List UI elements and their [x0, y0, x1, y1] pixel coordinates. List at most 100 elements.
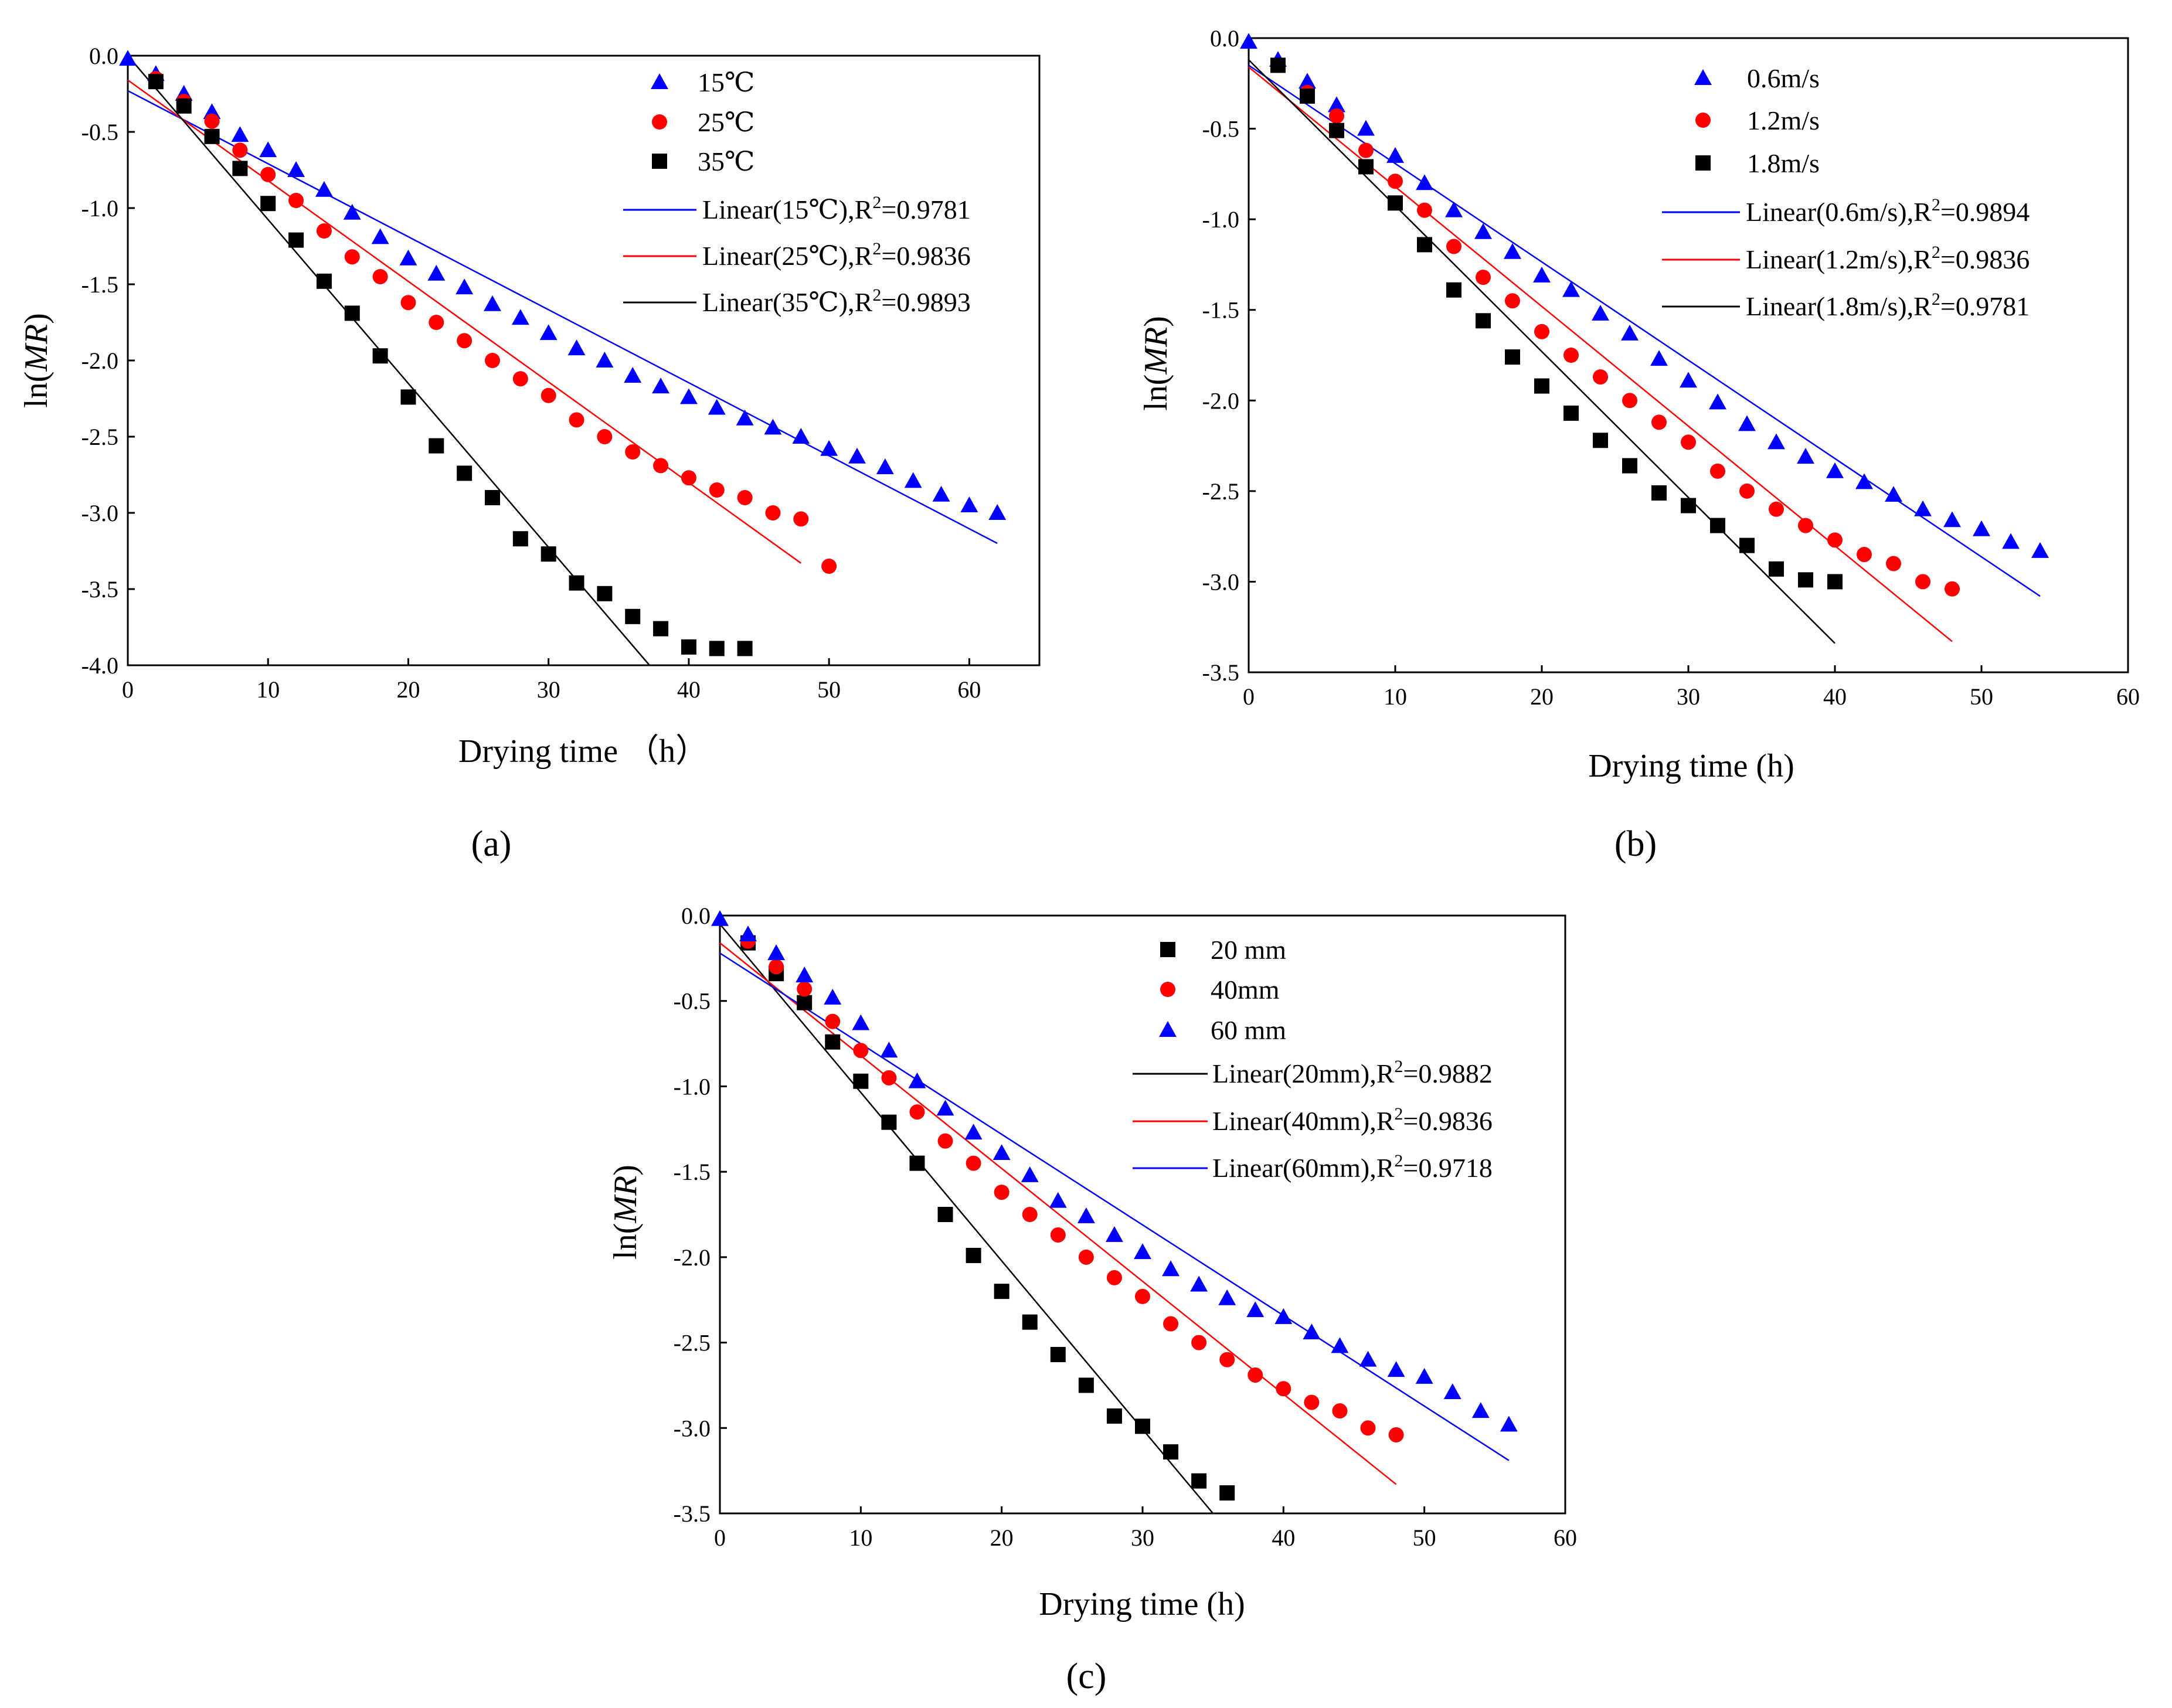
- data-point-series-2: [824, 988, 842, 1005]
- y-tick-label: -3.0: [81, 500, 118, 526]
- data-point-series-2: [936, 1100, 954, 1116]
- data-point-series-0: [1135, 1418, 1150, 1434]
- data-point-series-2: [485, 490, 500, 505]
- data-point-series-1: [1857, 547, 1872, 563]
- x-tick-label: 20: [396, 676, 420, 703]
- legend-marker-series-2: [652, 154, 667, 169]
- y-tick-label: -2.0: [674, 1244, 711, 1271]
- data-point-series-0: [679, 388, 698, 404]
- data-point-series-0: [567, 339, 586, 356]
- fit-name: Linear(35℃),R: [702, 287, 873, 317]
- data-point-series-2: [1563, 405, 1579, 421]
- fit-name: Linear(1.2m/s),R: [1746, 244, 1932, 274]
- data-point-series-0: [1826, 462, 1844, 478]
- data-point-series-0: [427, 264, 446, 281]
- data-point-series-0: [2031, 542, 2049, 558]
- y-ticks: 0.0 -0.5 -1.0 -1.5 -2.0 -2.5 -3.0 -3.5 -4.0: [81, 43, 135, 679]
- data-point-series-2: [767, 944, 786, 961]
- x-tick-label: 10: [256, 676, 280, 703]
- fit-lines: [127, 55, 998, 666]
- data-point-series-2: [1358, 159, 1374, 175]
- data-point-series-1: [1304, 1394, 1320, 1410]
- legend-marker-series-1: [1160, 982, 1175, 997]
- data-point-series-1: [625, 444, 641, 460]
- data-point-series-1: [966, 1155, 981, 1171]
- data-point-series-2: [737, 641, 753, 656]
- data-point-series-0: [937, 1207, 953, 1222]
- data-point-series-0: [511, 309, 529, 325]
- y-tick-label: -4.0: [81, 652, 118, 679]
- data-point-series-0: [1680, 372, 1697, 388]
- x-tick-label: 40: [677, 676, 701, 703]
- legend-marker-shape-2: [652, 154, 667, 169]
- r2-superscript: 2: [1394, 1104, 1403, 1124]
- x-axis-title: Drying time （h）: [458, 733, 708, 770]
- data-point-series-1: [400, 295, 416, 311]
- data-point-series-0: [539, 324, 558, 341]
- data-point-series-1: [316, 223, 332, 239]
- r2-superscript: 2: [1932, 243, 1940, 262]
- legend-label-fit-1: Linear(40mm),R2=0.9836: [1212, 1104, 1493, 1136]
- data-point-series-2: [1049, 1192, 1067, 1208]
- data-point-series-2: [1077, 1207, 1095, 1223]
- fit-line-1: [1248, 66, 1953, 642]
- legend-label-series-0: 0.6m/s: [1747, 63, 1820, 93]
- data-point-series-1: [1191, 1335, 1207, 1350]
- data-point-series-0: [909, 1155, 925, 1171]
- y-axis-title: ln(MR): [607, 1165, 644, 1260]
- data-point-series-1: [1163, 1316, 1179, 1332]
- data-point-series-1: [1505, 293, 1520, 309]
- data-point-series-1: [1476, 270, 1491, 285]
- data-point-series-0: [315, 181, 333, 197]
- y-axis-title-italic: MR: [607, 1176, 644, 1224]
- data-point-series-1: [769, 959, 784, 975]
- data-point-series-0: [1621, 324, 1639, 341]
- data-point-series-1: [797, 981, 813, 997]
- fit-name: Linear(40mm),R: [1212, 1106, 1395, 1136]
- data-point-series-2: [1190, 1275, 1208, 1292]
- data-point-series-0: [1357, 120, 1375, 136]
- data-point-series-0: [343, 203, 361, 220]
- r2-superscript: 2: [872, 285, 881, 305]
- data-point-series-0: [624, 367, 642, 383]
- y-axis-title-suffix: ): [607, 1165, 644, 1176]
- r2-superscript: 2: [872, 239, 881, 258]
- data-point-series-1: [1417, 202, 1432, 218]
- data-point-series-0: [1078, 1377, 1094, 1393]
- data-point-series-1: [541, 387, 556, 403]
- data-point-series-0: [456, 278, 474, 295]
- y-tick-label: -1.0: [81, 195, 118, 222]
- legend-label-fit-0: Linear(20mm),R2=0.9882: [1212, 1057, 1493, 1088]
- legend-label-series-0: 20 mm: [1211, 935, 1286, 965]
- data-point-series-2: [1534, 378, 1549, 394]
- fit-name: Linear(0.6m/s),R: [1746, 197, 1932, 227]
- y-tick-label: -1.5: [1202, 297, 1239, 324]
- fit-line-0: [127, 90, 998, 545]
- data-point-series-1: [881, 1070, 897, 1086]
- data-point-series-2: [1446, 282, 1461, 298]
- y-axis-title: ln(MR): [18, 313, 55, 408]
- data-point-series-0: [932, 485, 950, 502]
- data-point-series-0: [287, 161, 305, 177]
- fit-name: Linear(25℃),R: [702, 241, 873, 271]
- data-point-series-2: [344, 305, 360, 321]
- data-point-series-2: [1593, 433, 1608, 448]
- data-point-series-2: [681, 639, 696, 655]
- fit-lines: [719, 923, 1510, 1514]
- legend-label-fit-2: Linear(1.8m/s),R2=0.9781: [1746, 290, 2030, 321]
- y-axis-title-prefix: ln(: [607, 1223, 644, 1260]
- data-point-series-2: [964, 1124, 983, 1140]
- x-ticks: 0 10 20 30 40 50 60: [122, 658, 981, 703]
- data-point-series-1: [1358, 142, 1374, 158]
- data-point-series-1: [1135, 1288, 1150, 1304]
- data-point-series-2: [1471, 1402, 1490, 1418]
- data-point-series-1: [1945, 581, 1960, 597]
- data-point-series-1: [1739, 483, 1755, 499]
- y-tick-label: 0.0: [1210, 25, 1239, 52]
- data-point-series-0: [399, 249, 417, 266]
- fit-name: Linear(15℃),R: [702, 195, 873, 224]
- y-axis-title: ln(MR): [1138, 316, 1174, 411]
- data-point-series-1: [994, 1185, 1009, 1200]
- y-axis-title-prefix: ln(: [1138, 375, 1174, 411]
